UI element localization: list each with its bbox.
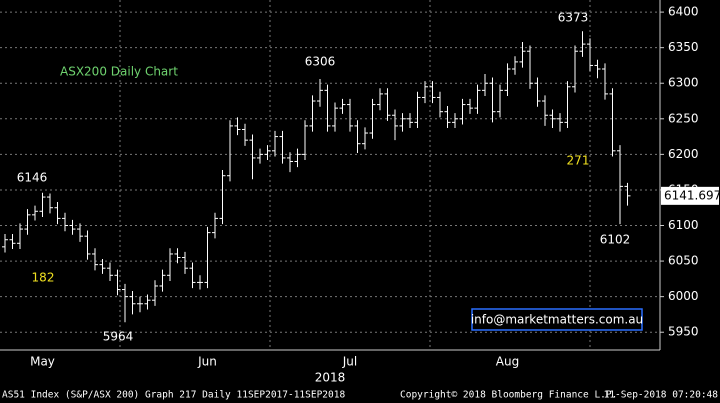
annotation: 6306 [305,55,336,69]
annotation: 6373 [558,11,589,25]
year-label: 2018 [315,371,346,385]
annotation: 6146 [17,171,48,185]
x-tick-label: Aug [496,355,519,369]
x-tick-label: Jun [197,355,217,369]
y-tick-label: 6250 [668,111,699,125]
last-price-box [661,186,719,205]
chart-title: ASX200 Daily Chart [60,65,178,79]
footer-left: AS51 Index (S&P/ASX 200) Graph 217 Daily… [2,390,345,401]
annotation: 271 [567,154,590,168]
x-tick-label: May [30,355,55,369]
last-price-label: 6141.697 [664,188,720,202]
footer-timestamp: 11-Sep-2018 07:20:48 [604,390,719,401]
y-tick-label: 6300 [668,76,699,90]
footer-copyright: Copyright© 2018 Bloomberg Finance L.P. [400,390,617,401]
y-tick-label: 6100 [668,218,699,232]
x-tick-label: Jul [342,355,357,369]
month-separators [119,0,591,350]
annotation: 5964 [103,330,134,344]
contact-box [471,308,643,331]
contact: info@marketmatters.com.au [471,313,643,327]
annotation: 6102 [600,233,631,247]
y-tick-label: 6050 [668,254,699,268]
y-tick-label: 6400 [668,5,699,19]
annotation: 182 [32,271,55,285]
y-tick-label: 6200 [668,147,699,161]
y-tick-label: 5950 [668,325,699,339]
y-tick-label: 6350 [668,40,699,54]
y-tick-label: 6000 [668,289,699,303]
